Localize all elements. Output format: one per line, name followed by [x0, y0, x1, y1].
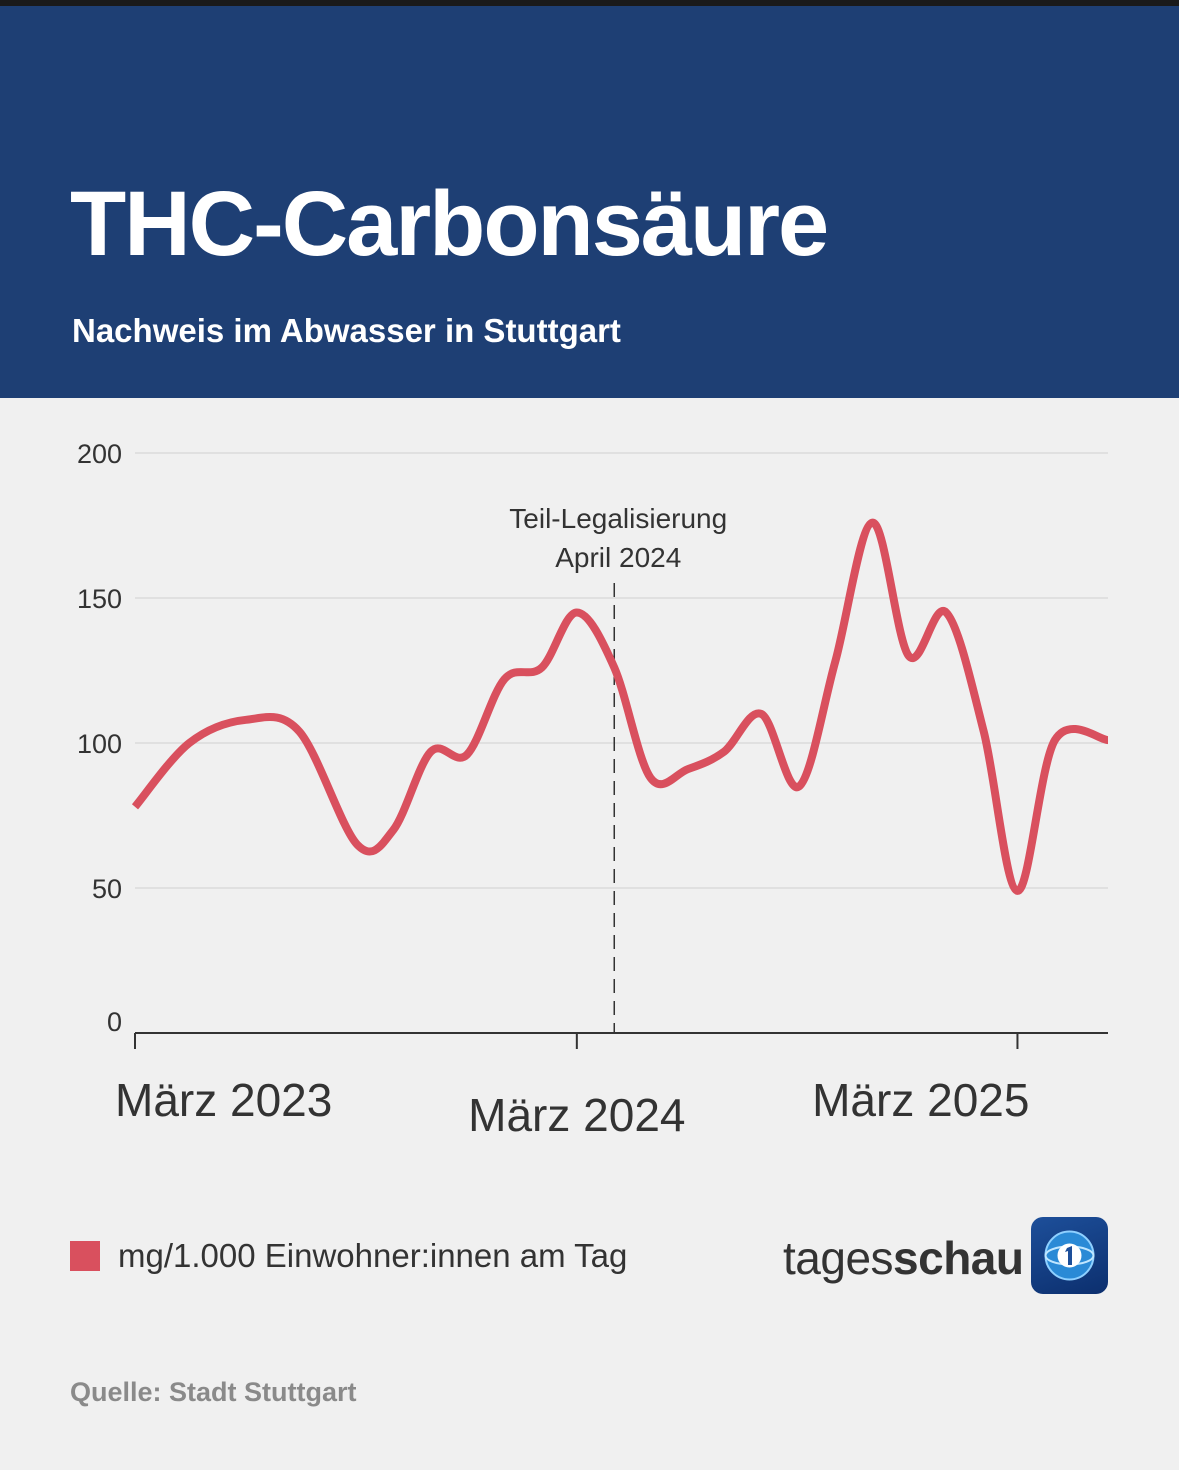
data-point	[501, 676, 507, 682]
data-point	[574, 610, 580, 616]
source-note: Quelle: Stadt Stuttgart	[70, 1377, 357, 1407]
data-point	[464, 752, 470, 758]
annotation-label-line2: April 2024	[555, 542, 681, 573]
annotation-label-line1: Teil-Legalisierung	[509, 503, 727, 534]
x-axis: März 2023 März 2024 März 2025	[115, 1032, 1108, 1141]
data-point	[132, 804, 138, 810]
top-strip	[0, 0, 1179, 6]
x-tick-label: März 2023	[115, 1074, 332, 1126]
data-point	[685, 766, 691, 772]
data-point	[1052, 737, 1058, 743]
data-point	[354, 842, 360, 848]
y-tick-label: 150	[77, 584, 122, 614]
header-banner	[0, 6, 1179, 398]
wordmark-light-part: tages	[783, 1232, 894, 1284]
legend-label: mg/1.000 Einwohner:innen am Tag	[118, 1237, 628, 1274]
tagesschau-wordmark: tages schau	[783, 1228, 1024, 1288]
data-point	[870, 520, 876, 526]
gridlines	[135, 452, 1108, 889]
y-tick-label: 0	[107, 1007, 122, 1037]
legend-swatch	[70, 1241, 100, 1271]
data-point	[721, 749, 727, 755]
y-axis-ticks: 0 50 100 150 200	[77, 439, 122, 1037]
annotation-group: Teil-Legalisierung April 2024	[509, 503, 727, 1033]
data-point	[832, 659, 838, 665]
data-point	[611, 665, 617, 671]
data-point	[390, 827, 396, 833]
data-point	[981, 728, 987, 734]
data-point	[647, 775, 653, 781]
series-group	[131, 518, 1111, 895]
chart-title: THC-Carbonsäure	[70, 173, 829, 275]
data-point	[186, 740, 192, 746]
data-point	[796, 784, 802, 790]
chart-subtitle: Nachweis im Abwasser in Stuttgart	[72, 312, 621, 349]
y-tick-label: 100	[77, 729, 122, 759]
line-chart: 0 50 100 150 200 März 2023 März 2024 März 2025…	[77, 439, 1111, 1141]
globe-icon	[1044, 1230, 1095, 1281]
data-point	[243, 717, 249, 723]
tagesschau-logo-icon	[1031, 1217, 1108, 1294]
data-point	[296, 728, 302, 734]
data-point	[759, 711, 765, 717]
legend: mg/1.000 Einwohner:innen am Tag	[70, 1236, 627, 1276]
x-tick-label: März 2025	[812, 1074, 1029, 1126]
data-point	[428, 749, 434, 755]
y-tick-label: 200	[77, 439, 122, 469]
data-point	[1014, 888, 1020, 894]
data-point	[539, 665, 545, 671]
y-tick-label: 50	[92, 874, 122, 904]
series-line	[131, 518, 1109, 895]
wordmark-bold-part: schau	[893, 1232, 1024, 1284]
data-point	[943, 610, 949, 616]
x-tick-label: März 2024	[468, 1089, 685, 1141]
data-point	[1105, 737, 1111, 743]
data-point	[906, 653, 912, 659]
